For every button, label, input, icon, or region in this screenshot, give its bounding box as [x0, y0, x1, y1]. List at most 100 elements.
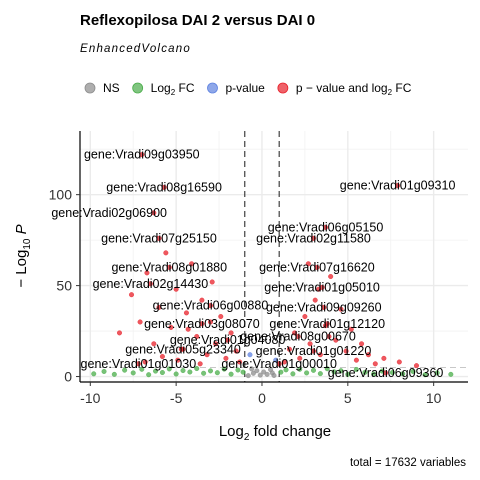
- legend-swatch: [277, 82, 289, 94]
- data-point: [257, 372, 263, 378]
- data-point: [321, 304, 327, 310]
- data-point: [161, 184, 167, 190]
- gene-label: gene:Vradi01g09310: [340, 179, 456, 193]
- data-point: [180, 346, 186, 352]
- data-point: [396, 359, 402, 365]
- gene-label: gene:Vradi01g01030: [81, 357, 197, 371]
- data-point: [146, 372, 152, 378]
- data-point: [194, 334, 200, 340]
- data-point: [304, 370, 310, 376]
- data-point: [297, 366, 303, 372]
- data-point: [249, 366, 255, 372]
- data-point: [199, 297, 205, 303]
- data-point: [297, 355, 303, 361]
- data-point: [324, 321, 330, 327]
- legend-label: NS: [103, 81, 120, 95]
- data-point: [168, 324, 174, 330]
- data-point: [276, 361, 282, 367]
- gene-label: gene:Vradi01g12120: [269, 317, 385, 331]
- gene-label: gene:Vradi05g23340: [125, 342, 241, 356]
- caption: total = 17632 variables: [350, 457, 466, 469]
- x-tick-label: 0: [258, 390, 266, 406]
- data-point: [273, 357, 279, 363]
- gene-label: gene:Vradi06g05150: [268, 220, 384, 234]
- data-point: [434, 370, 440, 376]
- data-point: [324, 366, 330, 372]
- data-point: [101, 368, 107, 374]
- data-point: [194, 366, 200, 372]
- data-point: [137, 319, 143, 325]
- data-point: [130, 370, 136, 376]
- data-point: [173, 371, 179, 377]
- data-point: [371, 371, 377, 377]
- data-point: [151, 210, 157, 216]
- data-point: [144, 270, 150, 276]
- data-point: [159, 354, 165, 360]
- data-point: [209, 279, 215, 285]
- data-point: [448, 371, 454, 377]
- data-point: [338, 306, 344, 312]
- gene-label: gene:Vradi09g03950: [84, 148, 200, 162]
- data-point: [353, 366, 359, 372]
- data-point: [197, 361, 203, 367]
- data-point: [345, 371, 351, 377]
- gene-label: gene:Vradi08g16590: [106, 180, 222, 194]
- data-point: [173, 286, 179, 292]
- data-point: [139, 152, 145, 158]
- data-point: [183, 310, 189, 316]
- data-point: [286, 346, 292, 352]
- axes: [79, 131, 468, 383]
- data-point: [214, 370, 220, 376]
- data-point: [175, 357, 181, 363]
- data-point: [156, 304, 162, 310]
- data-point: [245, 373, 251, 379]
- data-point: [185, 326, 191, 332]
- data-point: [383, 370, 389, 376]
- data-point: [310, 348, 316, 354]
- data-point: [331, 369, 337, 375]
- legend-swatch: [132, 82, 144, 94]
- data-point: [328, 274, 334, 280]
- gene-label: gene:Vradi09g09260: [266, 300, 382, 314]
- data-point: [228, 330, 234, 336]
- data-point: [295, 334, 301, 340]
- data-point: [235, 367, 241, 373]
- data-point: [323, 224, 329, 230]
- data-point: [237, 359, 243, 365]
- data-point: [166, 264, 172, 270]
- data-point: [225, 337, 231, 343]
- y-tick-label: 100: [49, 187, 73, 203]
- gene-labels: gene:Vradi09g03950 gene:Vradi08g16590 gene…: [51, 148, 455, 380]
- data-point: [163, 250, 169, 256]
- data-point: [142, 359, 148, 365]
- data-point: [129, 292, 135, 298]
- data-point: [151, 341, 157, 347]
- data-point: [207, 368, 213, 374]
- data-point: [389, 370, 395, 376]
- y-tick-label: 0: [64, 369, 72, 385]
- data-point: [228, 371, 234, 377]
- data-point: [254, 368, 260, 374]
- data-point: [372, 361, 378, 367]
- data-point: [250, 370, 256, 376]
- data-point: [319, 284, 325, 290]
- x-axis-title: Log2 fold change: [219, 423, 331, 443]
- gene-label: gene:Vradi06g09360: [328, 366, 444, 380]
- data-point: [180, 368, 186, 374]
- legend-label: Log2 FC: [151, 81, 195, 97]
- data-point: [207, 303, 213, 309]
- data-point: [317, 371, 323, 377]
- chart-title: Reflexopilosa DAI 2 versus DAI 0: [80, 12, 315, 29]
- x-tick-label: -5: [170, 390, 183, 406]
- x-ticks: -10 -5 0 5 10: [80, 382, 442, 406]
- data-point: [326, 334, 332, 340]
- data-point: [292, 330, 298, 336]
- x-tick-label: 10: [426, 390, 442, 406]
- cutoff-lines: [80, 131, 468, 382]
- data-point: [281, 359, 287, 365]
- data-point: [223, 355, 229, 361]
- data-point: [343, 348, 349, 354]
- x-tick-label: 5: [344, 390, 352, 406]
- data-point: [221, 366, 227, 372]
- data-point: [111, 371, 117, 377]
